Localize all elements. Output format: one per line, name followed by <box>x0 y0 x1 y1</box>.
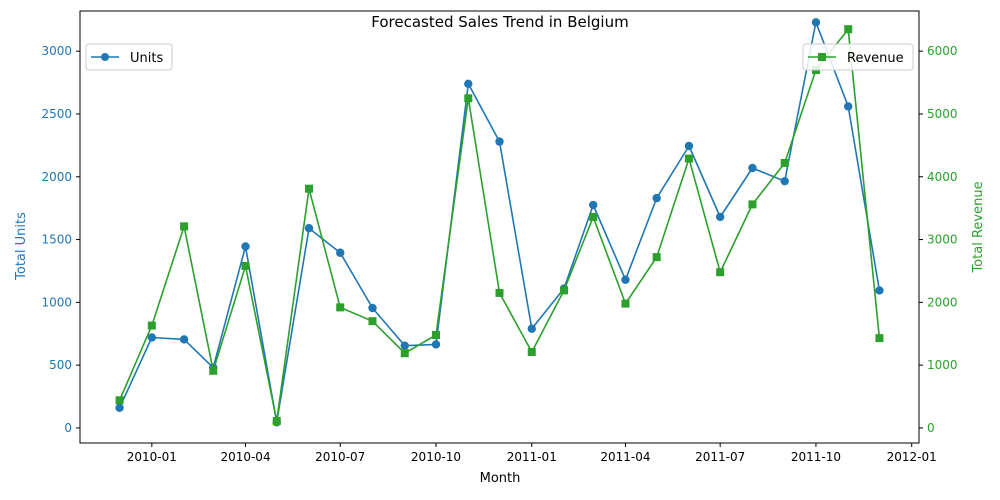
y-left-axis-label: Total Units <box>14 212 29 281</box>
y-right-tick-label: 4000 <box>927 170 958 184</box>
revenue-point <box>527 347 536 356</box>
revenue-point <box>780 158 789 167</box>
units-point <box>304 224 314 233</box>
revenue-point <box>844 25 853 34</box>
y-left-tick-label: 2500 <box>41 107 72 121</box>
revenue-point <box>589 212 598 221</box>
y-left-tick-label: 1500 <box>41 233 72 247</box>
units-point <box>147 333 157 342</box>
revenue-point <box>432 331 441 339</box>
revenue-point <box>464 94 473 103</box>
y-left-axis: 0 500 1000 1500 2000 2500 3000 <box>41 44 80 435</box>
x-tick-label: 2011-01 <box>507 450 557 464</box>
legend-revenue-box <box>802 43 914 71</box>
units-point <box>811 18 821 27</box>
units-point <box>464 79 473 89</box>
units-point <box>179 335 189 344</box>
x-tick-label: 2010-07 <box>315 450 365 464</box>
y-left-tick-label: 0 <box>64 421 72 435</box>
units-point <box>241 242 250 251</box>
revenue-point <box>305 184 314 193</box>
revenue-point <box>368 317 377 326</box>
legend-units: Units <box>85 43 173 71</box>
x-tick-label: 2010-10 <box>411 450 461 464</box>
legend-units-marker <box>101 53 109 61</box>
y-left-tick-label: 1000 <box>41 295 72 309</box>
units-point <box>715 212 725 222</box>
revenue-point <box>684 154 693 163</box>
units-point <box>368 303 377 313</box>
x-tick-label: 2010-01 <box>127 450 177 464</box>
y-right-tick-label: 0 <box>927 421 935 435</box>
x-tick-label: 2011-10 <box>791 450 841 464</box>
revenue-point <box>241 261 250 270</box>
y-right-axis: 0 1000 2000 3000 4000 5000 6000 <box>919 44 958 435</box>
legend-units-box <box>85 43 173 71</box>
y-right-tick-label: 3000 <box>927 233 958 247</box>
x-tick-label: 2012-01 <box>887 450 937 464</box>
x-tick-label: 2010-04 <box>220 450 270 464</box>
units-point <box>588 200 598 210</box>
units-point <box>431 340 441 349</box>
legend-units-label: Units <box>130 51 163 66</box>
units-point <box>844 102 853 111</box>
units-point <box>400 341 409 350</box>
units-point <box>115 403 124 413</box>
units-point <box>748 163 757 173</box>
plot-area-frame <box>79 10 920 444</box>
legend-revenue-marker <box>818 53 826 61</box>
y-left-tick-label: 500 <box>49 358 72 372</box>
revenue-point <box>621 299 630 308</box>
units-point <box>684 141 694 151</box>
y-right-tick-label: 1000 <box>927 358 958 372</box>
units-point <box>527 324 536 333</box>
y-right-tick-label: 6000 <box>927 44 958 58</box>
y-left-tick-label: 3000 <box>41 44 72 58</box>
legend-revenue-label: Revenue <box>847 51 904 66</box>
revenue-point <box>400 349 409 358</box>
revenue-point <box>716 268 725 277</box>
units-point <box>652 193 661 203</box>
units-point <box>780 176 789 186</box>
y-right-tick-label: 5000 <box>927 107 958 121</box>
x-axis-label: Month <box>480 471 521 486</box>
units-point <box>336 248 345 257</box>
legend-revenue: Revenue <box>802 43 914 71</box>
revenue-point <box>875 334 884 343</box>
revenue-point <box>748 200 757 209</box>
y-left-tick-label: 2000 <box>41 170 72 184</box>
series-layer <box>115 18 884 427</box>
revenue-point <box>336 303 345 312</box>
revenue-point <box>180 222 189 231</box>
revenue-point <box>495 288 504 297</box>
y-right-tick-label: 2000 <box>927 295 958 309</box>
x-tick-label: 2011-04 <box>600 450 650 464</box>
units-point <box>621 275 630 284</box>
units-point <box>875 286 884 295</box>
y-right-axis-label: Total Revenue <box>971 181 986 273</box>
x-tick-label: 2011-07 <box>695 450 745 464</box>
revenue-point <box>115 396 124 405</box>
chart-title: Forecasted Sales Trend in Belgium <box>371 13 628 31</box>
revenue-point <box>272 417 281 426</box>
units-point <box>495 137 504 146</box>
revenue-point <box>209 366 218 375</box>
x-axis: 2010-01 2010-04 2010-07 2010-10 2011-01 2011-… <box>127 443 937 464</box>
revenue-point <box>560 286 569 295</box>
revenue-point <box>147 321 156 330</box>
revenue-point <box>652 253 661 262</box>
